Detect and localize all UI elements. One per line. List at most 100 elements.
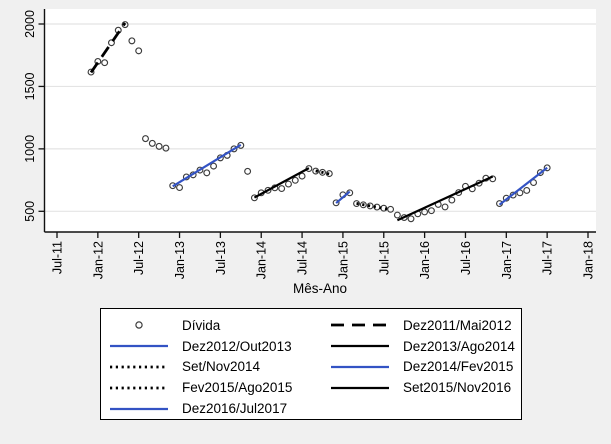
data-point [210,162,218,170]
legend-item: Dez2012/Out2013 [101,336,322,357]
legend-swatch-solid-blue-icon [331,359,389,375]
data-point [278,185,286,193]
legend: Dívida Dez2011/Mai2012 Dez2012/Out2013 Dez2… [100,308,522,420]
data-point [319,168,326,176]
data-point [230,145,238,153]
scatter-plot: 500 1000 1500 2000 Jul-11 Jan-12 Jul-12 Jan-13 J… [23,9,596,296]
data-point [353,200,361,208]
data-point [291,176,299,184]
trend-segment [335,190,351,204]
legend-label: Dez2012/Out2013 [182,338,292,354]
data-point [359,201,367,209]
data-point [530,179,538,187]
data-point [543,164,551,172]
y-tick-label: 2000 [23,10,37,38]
legend-swatch-solid-black-icon [331,338,389,354]
legend-label: Dez2014/Fev2015 [403,359,514,375]
x-tick-label: Jan-17 [500,241,514,279]
data-point [162,144,170,152]
data-point [142,135,149,143]
data-point [366,202,374,210]
data-point [387,205,395,213]
data-point [196,166,204,174]
x-tick-label: Jan-14 [255,241,269,279]
data-point [264,186,272,194]
data-point [101,59,109,67]
data-point [176,184,184,192]
trend-segments [89,22,548,222]
legend-label: Dez2013/Ago2014 [403,338,515,354]
legend-item: Set/Nov2014 [101,357,322,378]
legend-item: Set2015/Nov2016 [322,377,521,398]
divida-marker-icon [110,317,168,333]
data-point [121,21,129,29]
data-point [284,180,292,188]
x-tick-label: Jan-15 [336,241,350,279]
x-tick-label: Jul-15 [377,241,391,275]
data-point [128,37,136,45]
legend-label: Dez2011/Mai2012 [403,317,512,333]
legend-swatch-solid-blue-icon [110,338,168,354]
plot-background [44,9,596,232]
x-axis-title: Mês-Ano [293,281,347,296]
gridlines [44,23,596,212]
y-tick-label: 1500 [23,72,37,100]
y-tick-label: 1000 [23,135,37,163]
trend-segment [89,22,127,74]
x-tick-label: Jul-14 [296,241,310,275]
x-tick-label: Jul-17 [541,241,555,275]
x-tick-label: Jan-16 [418,241,432,279]
plot-area [44,9,596,232]
legend-swatch-dot-black-icon [110,380,168,396]
legend-item: Dívida [101,315,322,336]
data-point [312,167,320,175]
data-point [250,194,258,202]
data-point [441,203,449,211]
x-tick-label: Jul-12 [132,241,146,275]
data-point [448,196,456,204]
legend-label: Dívida [182,317,221,333]
legend-label: Fev2015/Ago2015 [182,380,293,396]
data-point [325,170,333,178]
data-point [148,139,156,147]
trend-segment [396,175,494,222]
legend-swatch-dash-black-icon [331,317,389,333]
data-point [298,172,306,180]
x-tick-label: Jan-13 [173,241,187,279]
data-point [135,47,143,55]
data-point [87,68,95,76]
legend-item: Dez2014/Fev2015 [322,357,521,378]
x-tick-label: Jul-13 [214,241,228,275]
data-point [427,207,435,215]
data-point [393,211,401,219]
y-tick-label: 500 [23,201,37,222]
data-point [244,167,252,175]
data-point [421,208,429,216]
legend-swatch-solid-black-icon [331,380,389,396]
legend-label: Dez2016/Jul2017 [182,401,288,417]
legend-swatch-dot-black-icon [110,359,168,375]
legend-label: Set/Nov2014 [182,359,261,375]
legend-item: Fev2015/Ago2015 [101,377,322,398]
data-point [203,169,211,177]
x-tick-label: Jan-18 [582,241,596,279]
data-point [107,39,115,47]
trend-segment [172,143,242,188]
data-point [536,169,544,177]
data-point [332,199,340,207]
axes: 500 1000 1500 2000 Jul-11 Jan-12 Jul-12 Jan-13 J… [23,9,596,279]
legend-item: Dez2011/Mai2012 [322,315,521,336]
data-point [155,142,163,150]
x-tick-label: Jan-12 [91,241,105,279]
legend-swatch-solid-blue-icon [110,401,168,417]
x-tick-label: Jul-16 [459,241,473,275]
data-point [523,186,531,194]
x-tick-label: Jul-11 [51,241,65,274]
legend-item: Dez2016/Jul2017 [101,398,322,419]
trend-segment [253,167,310,199]
trend-segment [498,166,548,206]
trend-segment [315,169,330,176]
legend-item: Dez2013/Ago2014 [322,336,521,357]
legend-label: Set2015/Nov2016 [403,380,512,396]
